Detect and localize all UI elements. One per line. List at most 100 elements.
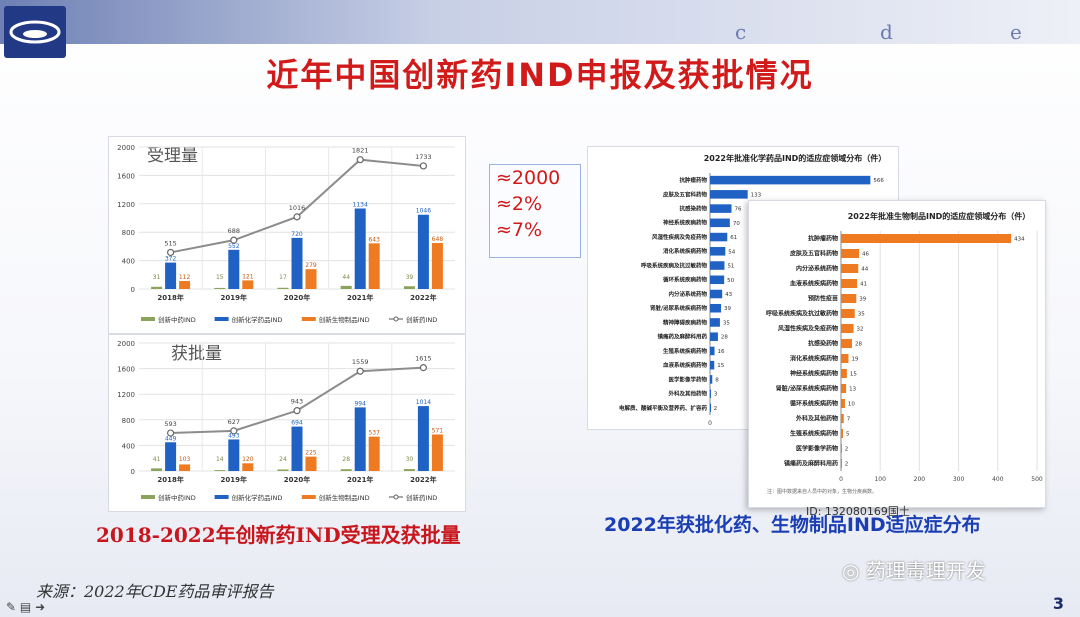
legend-label: 创新中药IND <box>158 315 196 324</box>
bar <box>354 208 366 289</box>
legend-label: 创新生物制品IND <box>319 315 370 324</box>
bar <box>710 389 711 398</box>
bar <box>354 407 366 471</box>
x-tick-label: 2022年 <box>410 475 436 484</box>
category-label: 外科及其他药物 <box>668 390 707 398</box>
line-value-label: 1559 <box>352 358 369 366</box>
line-point <box>356 367 364 375</box>
bar-value-label: 30 <box>406 456 414 463</box>
bar-value-label: 434 <box>1014 237 1025 243</box>
bar <box>841 264 859 273</box>
bar-value-label: 61 <box>730 235 737 241</box>
bar <box>277 287 289 289</box>
bar-value-label: 28 <box>721 335 728 341</box>
bar-value-label: 566 <box>873 178 884 184</box>
logo-emblem-icon <box>9 20 61 44</box>
bar-value-label: 31 <box>153 274 161 281</box>
chemical-indication-chart: 2022年批准化学药品IND的适应症领域分布（件） 0 抗肿瘤药物 566 皮肤及五官科… <box>619 153 886 427</box>
chart-title: 2022年批准生物制品IND的适应症领域分布（件） <box>848 211 1031 221</box>
bar-value-label: 35 <box>723 320 730 326</box>
bar <box>841 414 844 423</box>
bar-value-label: 44 <box>342 274 350 281</box>
chart-panel-accepted: 受理量 0 400 800 1200 1600 2000 31 372 112 2018年 15 552… <box>108 136 466 334</box>
bar-value-label: 121 <box>242 273 254 280</box>
bar <box>368 243 380 289</box>
category-label: 皮肤及五官科药物 <box>663 190 708 198</box>
menu-icon[interactable]: ▤ <box>19 600 32 614</box>
x-tick-label: 200 <box>914 476 926 483</box>
bar-value-label: 41 <box>153 456 161 463</box>
bar <box>368 436 380 471</box>
bar <box>710 275 725 285</box>
legend-label: 创新化学药品IND <box>232 315 283 324</box>
x-tick-label: 400 <box>992 476 1004 483</box>
category-label: 呼吸系统疾病及抗过敏药物 <box>641 261 708 269</box>
callout-line: ≈2% <box>496 193 543 215</box>
category-label: 医学影像学药物 <box>668 375 707 383</box>
y-tick-label: 1600 <box>117 366 135 374</box>
bar <box>242 463 254 471</box>
bar-value-label: 16 <box>718 349 725 355</box>
line-point <box>230 236 238 244</box>
category-label: 循环系统疾病药物 <box>790 400 838 408</box>
bar <box>710 318 720 327</box>
bar-value-label: 5 <box>846 432 850 438</box>
bar <box>710 303 722 313</box>
bar <box>710 403 711 413</box>
bar <box>841 294 857 303</box>
x-tick-label: 0 <box>839 476 843 483</box>
bar <box>841 459 842 468</box>
bar-value-label: 279 <box>305 262 317 269</box>
bar <box>841 369 847 378</box>
category-label: 精神障碍疾病药物 <box>663 318 708 326</box>
bar-value-label: 225 <box>305 450 317 457</box>
wechat-icon: ◎ <box>842 559 860 583</box>
bar-value-label: 28 <box>342 456 350 463</box>
bar-value-label: 43 <box>725 292 732 298</box>
bar <box>841 399 845 408</box>
bar <box>841 249 860 258</box>
bar-value-label: 537 <box>368 430 380 437</box>
biologic-indication-chart: 2022年批准生物制品IND的适应症领域分布（件） 0 100 200 300 400 50… <box>766 211 1043 483</box>
chart-panel-biologic: 2022年批准生物制品IND的适应症领域分布（件） 0 100 200 300 400 50… <box>748 200 1046 508</box>
y-tick-label: 2000 <box>117 340 135 348</box>
bar-value-label: 19 <box>851 357 858 363</box>
category-label: 内分泌系统药物 <box>796 265 838 273</box>
category-label: 生殖系统疾病药物 <box>663 347 708 355</box>
category-label: 预防性疫苗 <box>808 295 838 303</box>
bar-value-label: 39 <box>724 306 731 312</box>
callout-line: ≈7% <box>496 219 543 241</box>
next-arrow-icon[interactable]: ➜ <box>35 600 46 614</box>
category-label: 皮肤及五官科药物 <box>790 250 838 258</box>
x-tick-label: 2020年 <box>284 475 310 484</box>
bar <box>841 234 1012 243</box>
bar <box>710 247 726 256</box>
legend-swatch <box>214 317 229 321</box>
category-label: 神经系统疾病药物 <box>790 370 838 378</box>
bar <box>340 469 352 471</box>
bar-value-label: 1134 <box>353 201 368 208</box>
line-value-label: 515 <box>164 239 176 247</box>
x-tick-label: 0 <box>708 420 712 427</box>
category-label: 内分泌系统药物 <box>668 290 707 298</box>
caption-left: 2018-2022年创新药IND受理及获批量 <box>96 523 461 547</box>
bar-value-label: 15 <box>216 274 224 281</box>
line-value-label: 1016 <box>289 204 306 212</box>
page-number: 3 <box>1052 594 1064 613</box>
bar <box>710 232 728 242</box>
bar-value-label: 51 <box>727 264 734 270</box>
bar-value-label: 35 <box>858 312 865 318</box>
accepted-chart: 受理量 0 400 800 1200 1600 2000 31 372 112 2018年 15 552… <box>117 144 455 324</box>
category-label: 风湿性疾病及免疫药物 <box>778 325 838 333</box>
bar-value-label: 1014 <box>416 399 431 406</box>
bar-value-label: 994 <box>354 400 366 407</box>
x-tick-label: 2019年 <box>221 475 247 484</box>
pen-icon[interactable]: ✎ <box>6 600 17 614</box>
x-tick-label: 300 <box>953 476 965 483</box>
bar <box>277 469 289 471</box>
category-label: 血液系统疾病药物 <box>790 280 838 288</box>
category-label: 抗感染药物 <box>679 205 707 213</box>
line-value-label: 1733 <box>415 153 432 161</box>
category-label: 神经系统疾病药物 <box>663 219 708 227</box>
